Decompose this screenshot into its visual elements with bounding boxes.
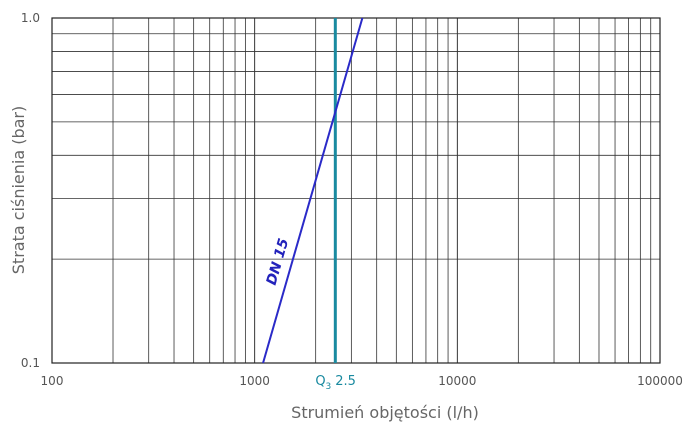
grid: [51, 17, 661, 364]
x-axis-title: Strumień objętości (l/h): [291, 403, 479, 422]
plot-border: [51, 17, 661, 364]
x-tick-labels: 100 1000 10000 100000: [41, 374, 682, 388]
y-tick-labels: 0.1 1.0: [21, 11, 40, 370]
y-tick-label: 0.1: [21, 356, 40, 370]
series-line-dn15: [262, 17, 364, 364]
x-tick-label: 100: [41, 374, 64, 388]
y-axis-title: Strata ciśnienia (bar): [9, 106, 28, 274]
q3-label: Q3 2.5: [315, 374, 356, 392]
x-tick-label: 1000: [239, 374, 270, 388]
y-tick-label: 1.0: [21, 11, 40, 25]
series: DN 15: [262, 17, 364, 364]
plot-frame: [51, 17, 661, 364]
x-tick-label: 100000: [637, 374, 682, 388]
x-tick-label: 10000: [438, 374, 476, 388]
q3-marker: Q3 2.5: [315, 18, 356, 392]
